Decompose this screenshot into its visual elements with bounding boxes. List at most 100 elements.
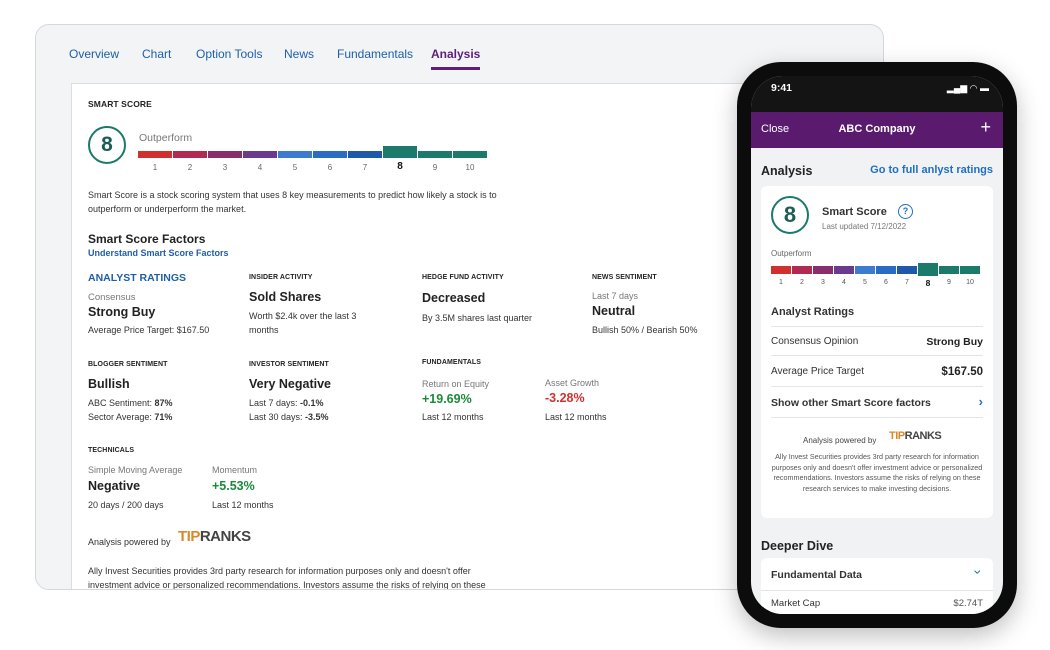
consensus-row: Consensus Opinion Strong Buy	[771, 326, 983, 356]
hedge-fund-heading: HEDGE FUND ACTIVITY	[422, 274, 504, 281]
consensus-value: Strong Buy	[926, 336, 983, 348]
momentum-value: +5.53%	[212, 479, 255, 493]
analyst-ratings-title: Analyst Ratings	[771, 306, 855, 318]
score-tick-label: 7	[362, 163, 368, 172]
deeper-dive-title: Deeper Dive	[761, 539, 834, 553]
score-tick-label: 8	[397, 161, 403, 172]
blogger-abc-sentiment: ABC Sentiment: 87%	[88, 398, 173, 408]
score-segment	[313, 151, 347, 158]
tab-option-tools[interactable]: Option Tools	[196, 47, 263, 61]
chevron-right-icon: ›	[978, 394, 983, 409]
insider-activity-detail: Worth $2.4k over the last 3 months	[249, 311, 357, 335]
score-segment	[173, 151, 207, 158]
score-tick-label: 7	[905, 279, 909, 286]
smart-score-scale: 1 2 3 4 5 6 7 8 9 10	[138, 146, 490, 175]
score-segment	[278, 151, 312, 158]
tab-chart[interactable]: Chart	[142, 47, 172, 61]
tipranks-logo: TIPRANKS	[178, 528, 251, 545]
analyst-price-target: Average Price Target: $167.50	[88, 325, 210, 335]
outperform-label: Outperform	[771, 249, 812, 258]
smart-score-description: Smart Score is a stock scoring system th…	[88, 190, 497, 214]
score-tick-label: 8	[925, 278, 931, 288]
market-cap-label: Market Cap	[771, 598, 821, 609]
full-ratings-link[interactable]: Go to full anlyst ratings	[870, 164, 993, 176]
investor-sentiment-value: Very Negative	[249, 377, 331, 391]
score-segment	[383, 146, 417, 158]
phone-header: ABC Company Close +	[751, 112, 1003, 148]
powered-by-label-mobile: Analysis powered by	[803, 436, 877, 445]
score-tick-label: 4	[842, 279, 846, 286]
score-segment	[418, 151, 452, 158]
score-tick-label: 9	[947, 279, 951, 286]
rating-label: Outperform	[139, 132, 193, 144]
asset-growth-detail: Last 12 months	[545, 412, 607, 422]
smart-score-badge: 8	[88, 126, 126, 164]
tab-bar: Overview Chart Option Tools News Fundame…	[36, 25, 883, 83]
score-segment	[243, 151, 277, 158]
score-segment	[876, 266, 896, 274]
tab-news[interactable]: News	[284, 47, 315, 61]
sma-value: Negative	[88, 479, 141, 493]
tipranks-logo-text: RANKS	[199, 528, 251, 545]
phone-frame: 9:41 ▂▄▆ ◠ ▬ ABC Company Close + Analysi…	[737, 62, 1017, 628]
roe-value: +19.69%	[422, 392, 472, 406]
powered-by-label: Analysis powered by	[88, 537, 171, 547]
score-segment	[348, 151, 382, 158]
show-other-factors-row[interactable]: Show other Smart Score factors ›	[771, 388, 983, 418]
score-tick-label: 9	[432, 163, 438, 172]
tab-analysis[interactable]: Analysis	[431, 47, 481, 70]
smart-score-heading: SMART SCORE	[88, 99, 152, 109]
understand-factors-link[interactable]: Understand Smart Score Factors	[88, 248, 229, 258]
help-icon[interactable]: ?	[898, 204, 913, 219]
score-segment	[960, 266, 980, 274]
momentum-detail: Last 12 months	[212, 500, 274, 510]
tab-fundamentals[interactable]: Fundamentals	[337, 47, 414, 61]
score-tick-label: 1	[152, 163, 158, 172]
asset-growth-label: Asset Growth	[545, 378, 600, 388]
signal-wifi-battery-icon: ▂▄▆ ◠ ▬	[946, 83, 989, 93]
factors-title: Smart Score Factors	[88, 232, 206, 246]
investor-sentiment-heading: INVESTOR SENTIMENT	[249, 361, 329, 368]
chevron-down-icon[interactable]: ›	[970, 569, 987, 575]
show-other-factors-label: Show other Smart Score factors	[771, 397, 931, 409]
score-tick-label: 5	[863, 279, 867, 286]
close-button[interactable]: Close	[761, 123, 790, 135]
score-segment	[792, 266, 812, 274]
score-segment	[834, 266, 854, 274]
news-sentiment-label: Last 7 days	[592, 291, 639, 301]
sma-detail: 20 days / 200 days	[88, 500, 164, 510]
score-tick-label: 1	[779, 279, 783, 286]
disclaimer: Ally Invest Securities provides 3rd part…	[88, 566, 486, 590]
add-icon[interactable]: +	[980, 117, 991, 137]
insider-activity-heading: INSIDER ACTIVITY	[249, 274, 313, 281]
analyst-consensus-value: Strong Buy	[88, 305, 156, 319]
analysis-title: Analysis	[761, 164, 813, 178]
score-tick-label: 10	[465, 163, 475, 172]
blogger-sentiment-value: Bullish	[88, 377, 130, 391]
tab-overview[interactable]: Overview	[69, 47, 120, 61]
last-updated: Last updated 7/12/2022	[822, 222, 907, 231]
investor-last-7-days: Last 7 days: -0.1%	[249, 398, 324, 408]
score-tick-label: 6	[327, 163, 333, 172]
momentum-label: Momentum	[212, 465, 258, 475]
roe-label: Return on Equity	[422, 379, 490, 389]
news-sentiment-detail: Bullish 50% / Bearish 50%	[592, 325, 698, 335]
score-segment	[453, 151, 487, 158]
score-segment	[918, 263, 938, 276]
hedge-fund-value: Decreased	[422, 291, 486, 305]
company-title: ABC Company	[838, 123, 916, 135]
smart-score-badge-mobile: 8	[771, 196, 809, 234]
phone-screen: 9:41 ▂▄▆ ◠ ▬ ABC Company Close + Analysi…	[751, 76, 1003, 614]
divider	[761, 590, 993, 591]
analyst-consensus-label: Consensus	[88, 292, 136, 303]
roe-detail: Last 12 months	[422, 412, 484, 422]
analyst-ratings-heading: ANALYST RATINGS	[88, 272, 187, 284]
score-segment	[855, 266, 875, 274]
asset-growth-value: -3.28%	[545, 391, 585, 405]
score-segment	[208, 151, 242, 158]
fundamental-data-label: Fundamental Data	[771, 569, 863, 581]
fundamentals-heading: FUNDAMENTALS	[422, 359, 482, 366]
technicals-heading: TECHNICALS	[88, 447, 135, 454]
investor-last-30-days: Last 30 days: -3.5%	[249, 412, 329, 422]
fundamental-data-card[interactable]: Fundamental Data › Market Cap $2.74T	[761, 558, 993, 614]
